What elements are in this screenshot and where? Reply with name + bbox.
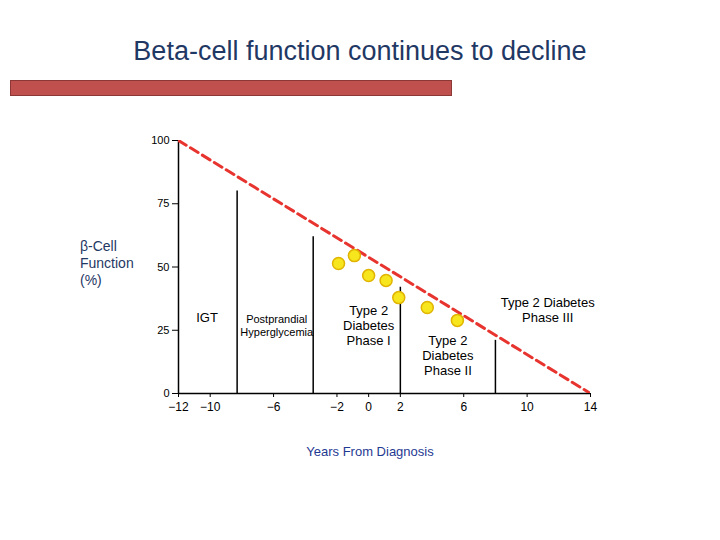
svg-text:−10: −10: [200, 400, 221, 414]
svg-text:100: 100: [151, 134, 169, 146]
svg-text:Type 2 DiabetesPhase III: Type 2 DiabetesPhase III: [501, 295, 595, 325]
svg-text:Type 2DiabetesPhase II: Type 2DiabetesPhase II: [422, 333, 474, 378]
svg-text:25: 25: [157, 324, 169, 336]
svg-text:6: 6: [460, 400, 467, 414]
svg-text:75: 75: [157, 197, 169, 209]
svg-text:−12: −12: [168, 400, 189, 414]
html-text:Beta-cell function continues t: Beta-cell function continues to decline: [133, 36, 587, 66]
svg-text:−6: −6: [267, 400, 281, 414]
svg-text:14: 14: [584, 400, 598, 414]
html-text:Years From Diagnosis: Years From Diagnosis: [306, 444, 434, 459]
svg-text:2: 2: [397, 400, 404, 414]
svg-text:50: 50: [157, 261, 169, 273]
svg-text:IGT: IGT: [196, 310, 218, 325]
html-text:β-Cell Function (%): β-Cell Function (%): [80, 238, 134, 288]
svg-text:0: 0: [365, 400, 372, 414]
svg-text:Type 2DiabetesPhase I: Type 2DiabetesPhase I: [343, 303, 395, 348]
svg-text:−2: −2: [330, 400, 344, 414]
svg-text:10: 10: [520, 400, 534, 414]
svg-text:0: 0: [163, 387, 169, 399]
svg-text:PostprandialHyperglycemia: PostprandialHyperglycemia: [240, 313, 314, 338]
